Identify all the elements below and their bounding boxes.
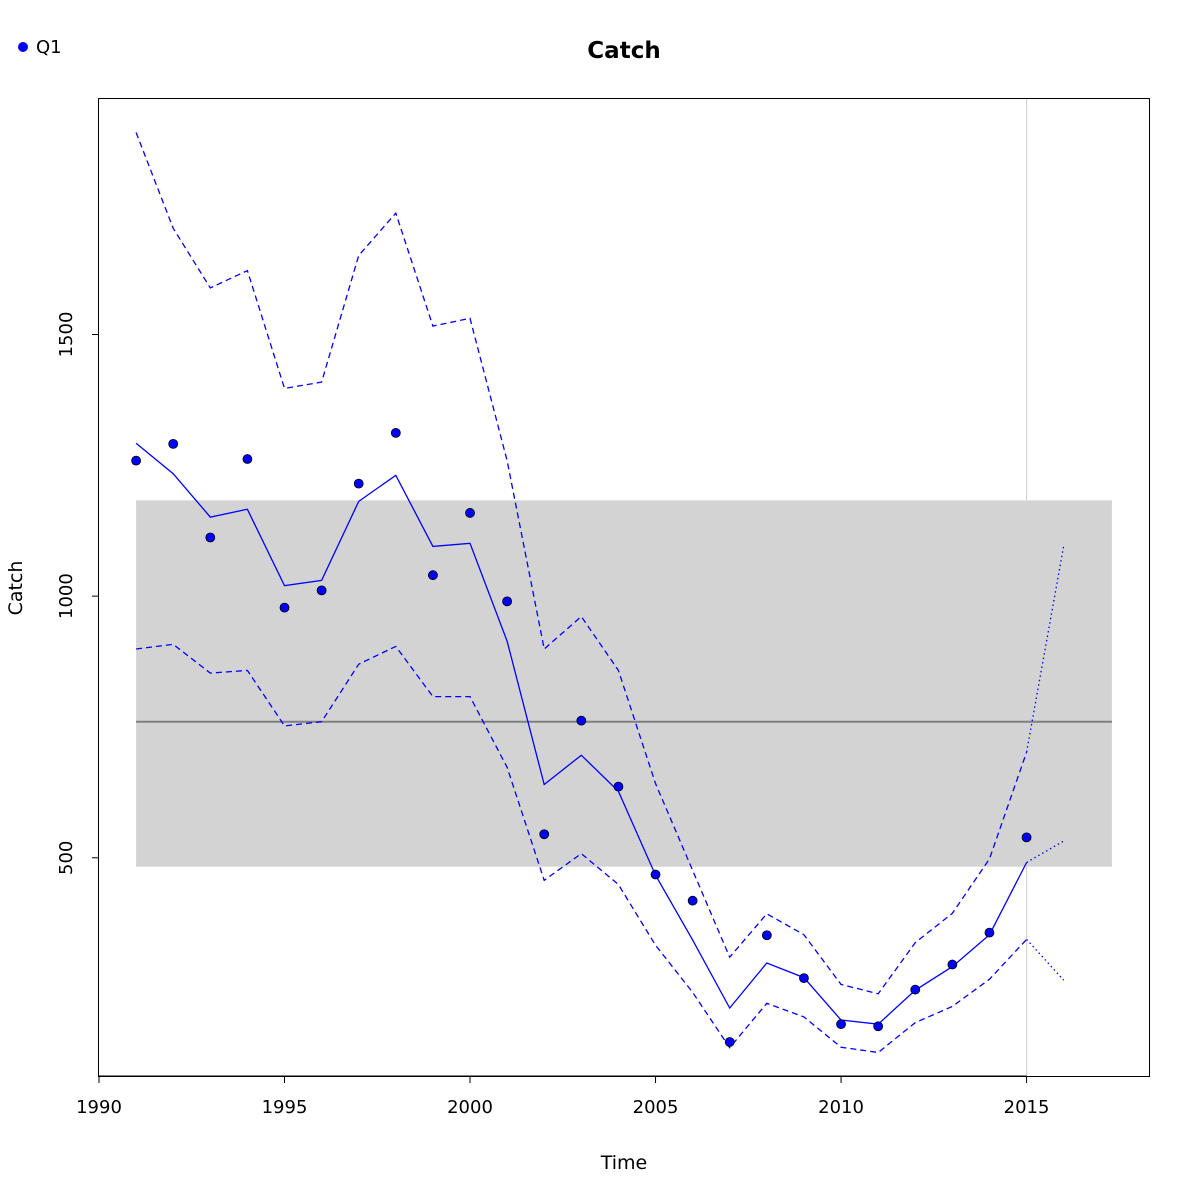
y-axis-label: Catch <box>5 561 27 616</box>
data-point <box>1021 832 1032 843</box>
data-point <box>873 1021 884 1032</box>
chart-title: Catch <box>587 38 660 64</box>
data-point <box>687 895 698 906</box>
data-point <box>205 532 216 543</box>
data-point <box>650 869 661 880</box>
x-axis-label: Time <box>600 1152 648 1174</box>
data-point <box>613 781 624 792</box>
legend: Q1 <box>18 37 62 58</box>
upper-ci-line <box>135 132 1028 995</box>
x-tick-label: 1995 <box>262 1097 308 1118</box>
data-point <box>576 715 587 726</box>
y-tick-label: 1500 <box>56 312 77 358</box>
data-point <box>168 438 179 449</box>
x-tick-label: 2005 <box>633 1097 679 1118</box>
data-point <box>799 973 809 984</box>
data-point <box>984 927 995 938</box>
data-point <box>761 930 772 941</box>
y-tick-label: 500 <box>56 841 77 875</box>
y-tick-label: 1000 <box>56 573 77 619</box>
data-point <box>428 570 438 581</box>
data-point <box>131 455 142 466</box>
data-point <box>465 508 475 518</box>
legend-label-q1: Q1 <box>36 37 62 58</box>
legend-marker-q1 <box>18 42 28 52</box>
x-tick-label: 2000 <box>447 1097 493 1118</box>
data-point <box>279 602 290 613</box>
forecast-upper-line <box>1025 545 1065 753</box>
data-point <box>539 829 550 840</box>
data-point <box>502 596 513 607</box>
data-point <box>836 1019 846 1030</box>
x-tick-label: 1990 <box>76 1097 122 1118</box>
data-point <box>390 427 401 438</box>
data-point <box>353 478 364 489</box>
plot-area <box>131 99 1112 1076</box>
forecast-lower-line <box>1026 938 1065 981</box>
x-tick-label: 2010 <box>818 1097 864 1118</box>
data-point <box>910 984 921 995</box>
x-tick-label: 2015 <box>1004 1097 1050 1118</box>
reference-band <box>136 500 1112 867</box>
data-point <box>947 959 958 970</box>
data-point <box>316 585 327 596</box>
data-point <box>242 454 253 464</box>
axes: 1990 1995 2000 2005 2010 2015 500 1000 1500 <box>56 312 1049 1118</box>
data-point <box>724 1037 735 1047</box>
